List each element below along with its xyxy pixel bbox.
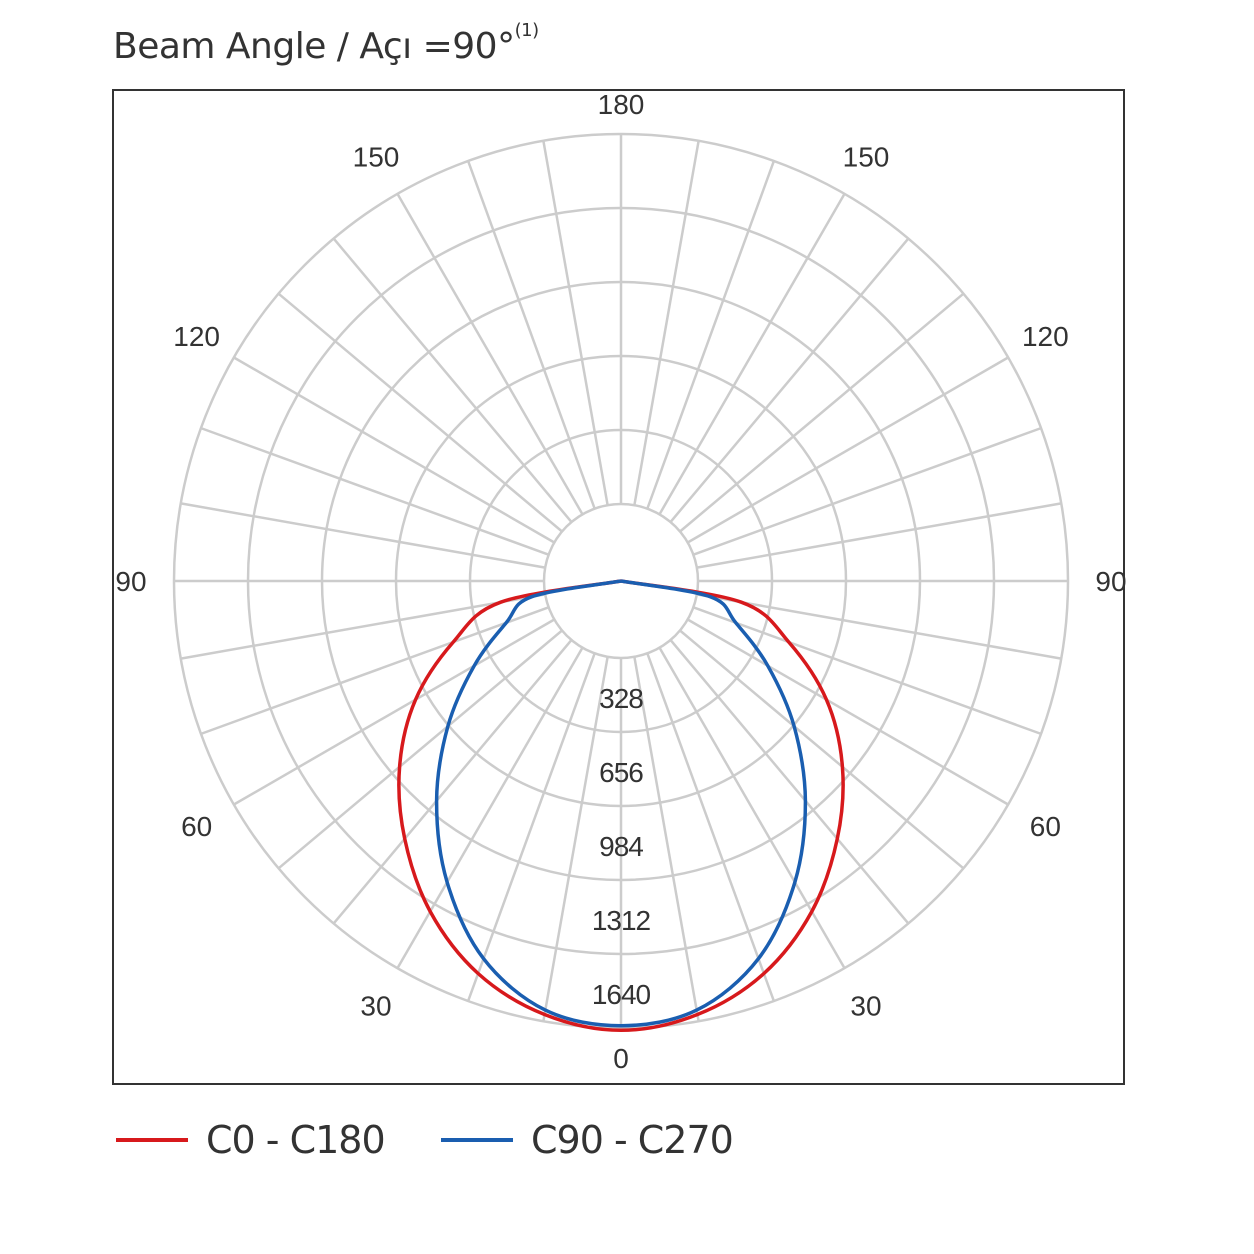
chart-frame: [112, 89, 1125, 1085]
grid-spoke-70: [692, 606, 1042, 736]
grid-spoke-260: [180, 502, 546, 569]
grid-spoke-140: [669, 237, 910, 523]
grid-spoke-10: [633, 656, 700, 1022]
grid-spoke-130: [679, 292, 965, 533]
series-curve-0: [397, 579, 845, 1033]
grid-spoke-40: [669, 639, 910, 925]
grid-spoke-30: [658, 647, 846, 969]
legend-swatch-c90-c270: [441, 1138, 513, 1142]
legend-label-c0-c180: C0 - C180: [206, 1118, 386, 1162]
legend-item-c0-c180: C0 - C180: [116, 1118, 386, 1162]
grid-spoke-190: [542, 140, 609, 506]
grid-spoke-150: [658, 193, 846, 515]
chart-title-text: Beam Angle / Açı =90°: [113, 26, 515, 67]
angle-label-left-30: 30: [360, 990, 391, 1021]
grid-spoke-100: [696, 502, 1062, 569]
grid-spoke-210: [396, 193, 584, 515]
grid-spoke-280: [180, 593, 546, 660]
series-curve-1: [434, 579, 808, 1028]
angle-label-left-90: 90: [115, 566, 146, 597]
grid-spoke-310: [277, 629, 563, 870]
radial-tick-label-328: 328: [599, 683, 643, 714]
radial-tick-label-1312: 1312: [592, 905, 651, 936]
angle-label-right-180: 180: [598, 89, 645, 120]
grid-spoke-350: [542, 656, 609, 1022]
grid-spoke-300: [233, 618, 555, 806]
angle-label-left-150: 150: [353, 142, 400, 173]
grid-spoke-200: [466, 160, 596, 510]
angle-label-right-0: 0: [613, 1043, 629, 1074]
grid-spoke-80: [696, 593, 1062, 660]
radial-tick-label-1640: 1640: [592, 979, 651, 1010]
radial-tick-label-984: 984: [599, 831, 643, 862]
angle-label-right-90: 90: [1095, 566, 1126, 597]
grid-spoke-170: [633, 140, 700, 506]
axis-labels: 328 656 984 1312 1640 0 30 60 90 120 150 180 30 60 90 1…: [115, 89, 1126, 1074]
angle-label-left-120: 120: [173, 321, 220, 352]
grid-spoke-320: [332, 639, 573, 925]
angle-label-right-30: 30: [850, 990, 881, 1021]
angle-label-right-120: 120: [1022, 321, 1069, 352]
angle-label-right-150: 150: [843, 142, 890, 173]
grid-spoke-160: [646, 160, 776, 510]
chart-title-superscript: (1): [514, 20, 540, 41]
grid-spoke-250: [200, 426, 550, 556]
grid-spoke-50: [679, 629, 965, 870]
grid-spoke-240: [233, 356, 555, 544]
grid-spoke-110: [692, 426, 1042, 556]
grid-spoke-230: [277, 292, 563, 533]
radial-tick-label-656: 656: [599, 757, 643, 788]
grid-spoke-340: [466, 652, 596, 1002]
grid-spoke-20: [646, 652, 776, 1002]
angle-label-right-60: 60: [1030, 811, 1061, 842]
grid-spoke-290: [200, 606, 550, 736]
polar-grid: [172, 132, 1070, 1030]
grid-spoke-120: [687, 356, 1009, 544]
grid-spoke-60: [687, 618, 1009, 806]
grid-spoke-330: [396, 647, 584, 969]
legend-item-c90-c270: C90 - C270: [441, 1118, 734, 1162]
legend-label-c90-c270: C90 - C270: [531, 1118, 734, 1162]
intensity-curves: [397, 579, 845, 1033]
chart-title: Beam Angle / Açı =90°(1): [113, 20, 539, 67]
legend-swatch-c0-c180: [116, 1138, 188, 1142]
grid-spoke-220: [332, 237, 573, 523]
angle-label-left-60: 60: [181, 811, 212, 842]
